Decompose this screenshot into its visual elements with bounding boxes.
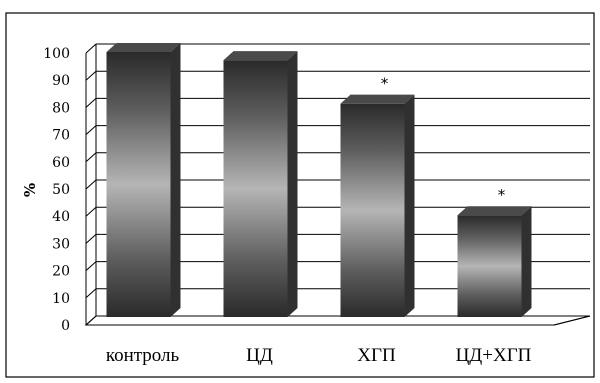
chart-border — [5, 12, 595, 378]
y-tick-label: 80 — [52, 100, 70, 116]
bar-side — [521, 206, 532, 317]
labels: 0 10 20 30 40 50 60 70 80 90 100% контроль ЦД * ХГП * ЦД… — [21, 46, 532, 366]
gridline-diagonal — [85, 206, 97, 217]
y-tick-label: 90 — [52, 73, 70, 89]
y-tick-label: 20 — [52, 264, 70, 280]
y-tick-label: 0 — [61, 318, 70, 334]
gridline-diagonal — [85, 43, 97, 54]
gridline-diagonal — [85, 315, 97, 326]
y-tick-label: 30 — [52, 236, 70, 252]
bar-top — [223, 51, 298, 61]
floor-right-edge — [553, 315, 591, 326]
axes — [85, 44, 97, 325]
bar-side — [287, 51, 298, 317]
y-tick-label: 10 — [52, 291, 70, 307]
bar — [340, 103, 405, 318]
bar-side — [170, 43, 181, 317]
gridline-diagonal — [85, 125, 97, 135]
bar — [457, 215, 522, 317]
gridline-diagonal — [85, 288, 97, 299]
gridline-diagonal — [85, 70, 97, 81]
bar — [106, 52, 171, 317]
bar-top — [106, 43, 181, 52]
bar-side — [404, 94, 415, 318]
y-tick-label: 60 — [52, 155, 70, 171]
bar-top — [340, 94, 415, 104]
bars — [106, 43, 532, 318]
y-axis-title: % — [21, 183, 39, 197]
x-tick-label: контроль — [106, 345, 180, 366]
y-tick-label: 70 — [52, 128, 70, 144]
bar-top — [457, 206, 532, 216]
significance-marker: * — [381, 75, 389, 93]
significance-marker: * — [498, 186, 506, 204]
y-tick-label: 40 — [52, 209, 70, 225]
x-tick-label: ЦД+ХГП — [456, 345, 532, 366]
x-tick-label: ХГП — [357, 345, 396, 366]
gridline-diagonal — [85, 261, 97, 271]
y-tick-label: 50 — [52, 182, 70, 198]
gridline-diagonal — [85, 98, 97, 108]
gridline-diagonal — [85, 152, 97, 163]
bar — [223, 60, 288, 317]
x-tick-label: ЦД — [246, 345, 273, 366]
gridline-diagonal — [85, 234, 97, 244]
gridline-diagonal — [85, 179, 97, 190]
y-tick-label: 100 — [43, 46, 70, 62]
